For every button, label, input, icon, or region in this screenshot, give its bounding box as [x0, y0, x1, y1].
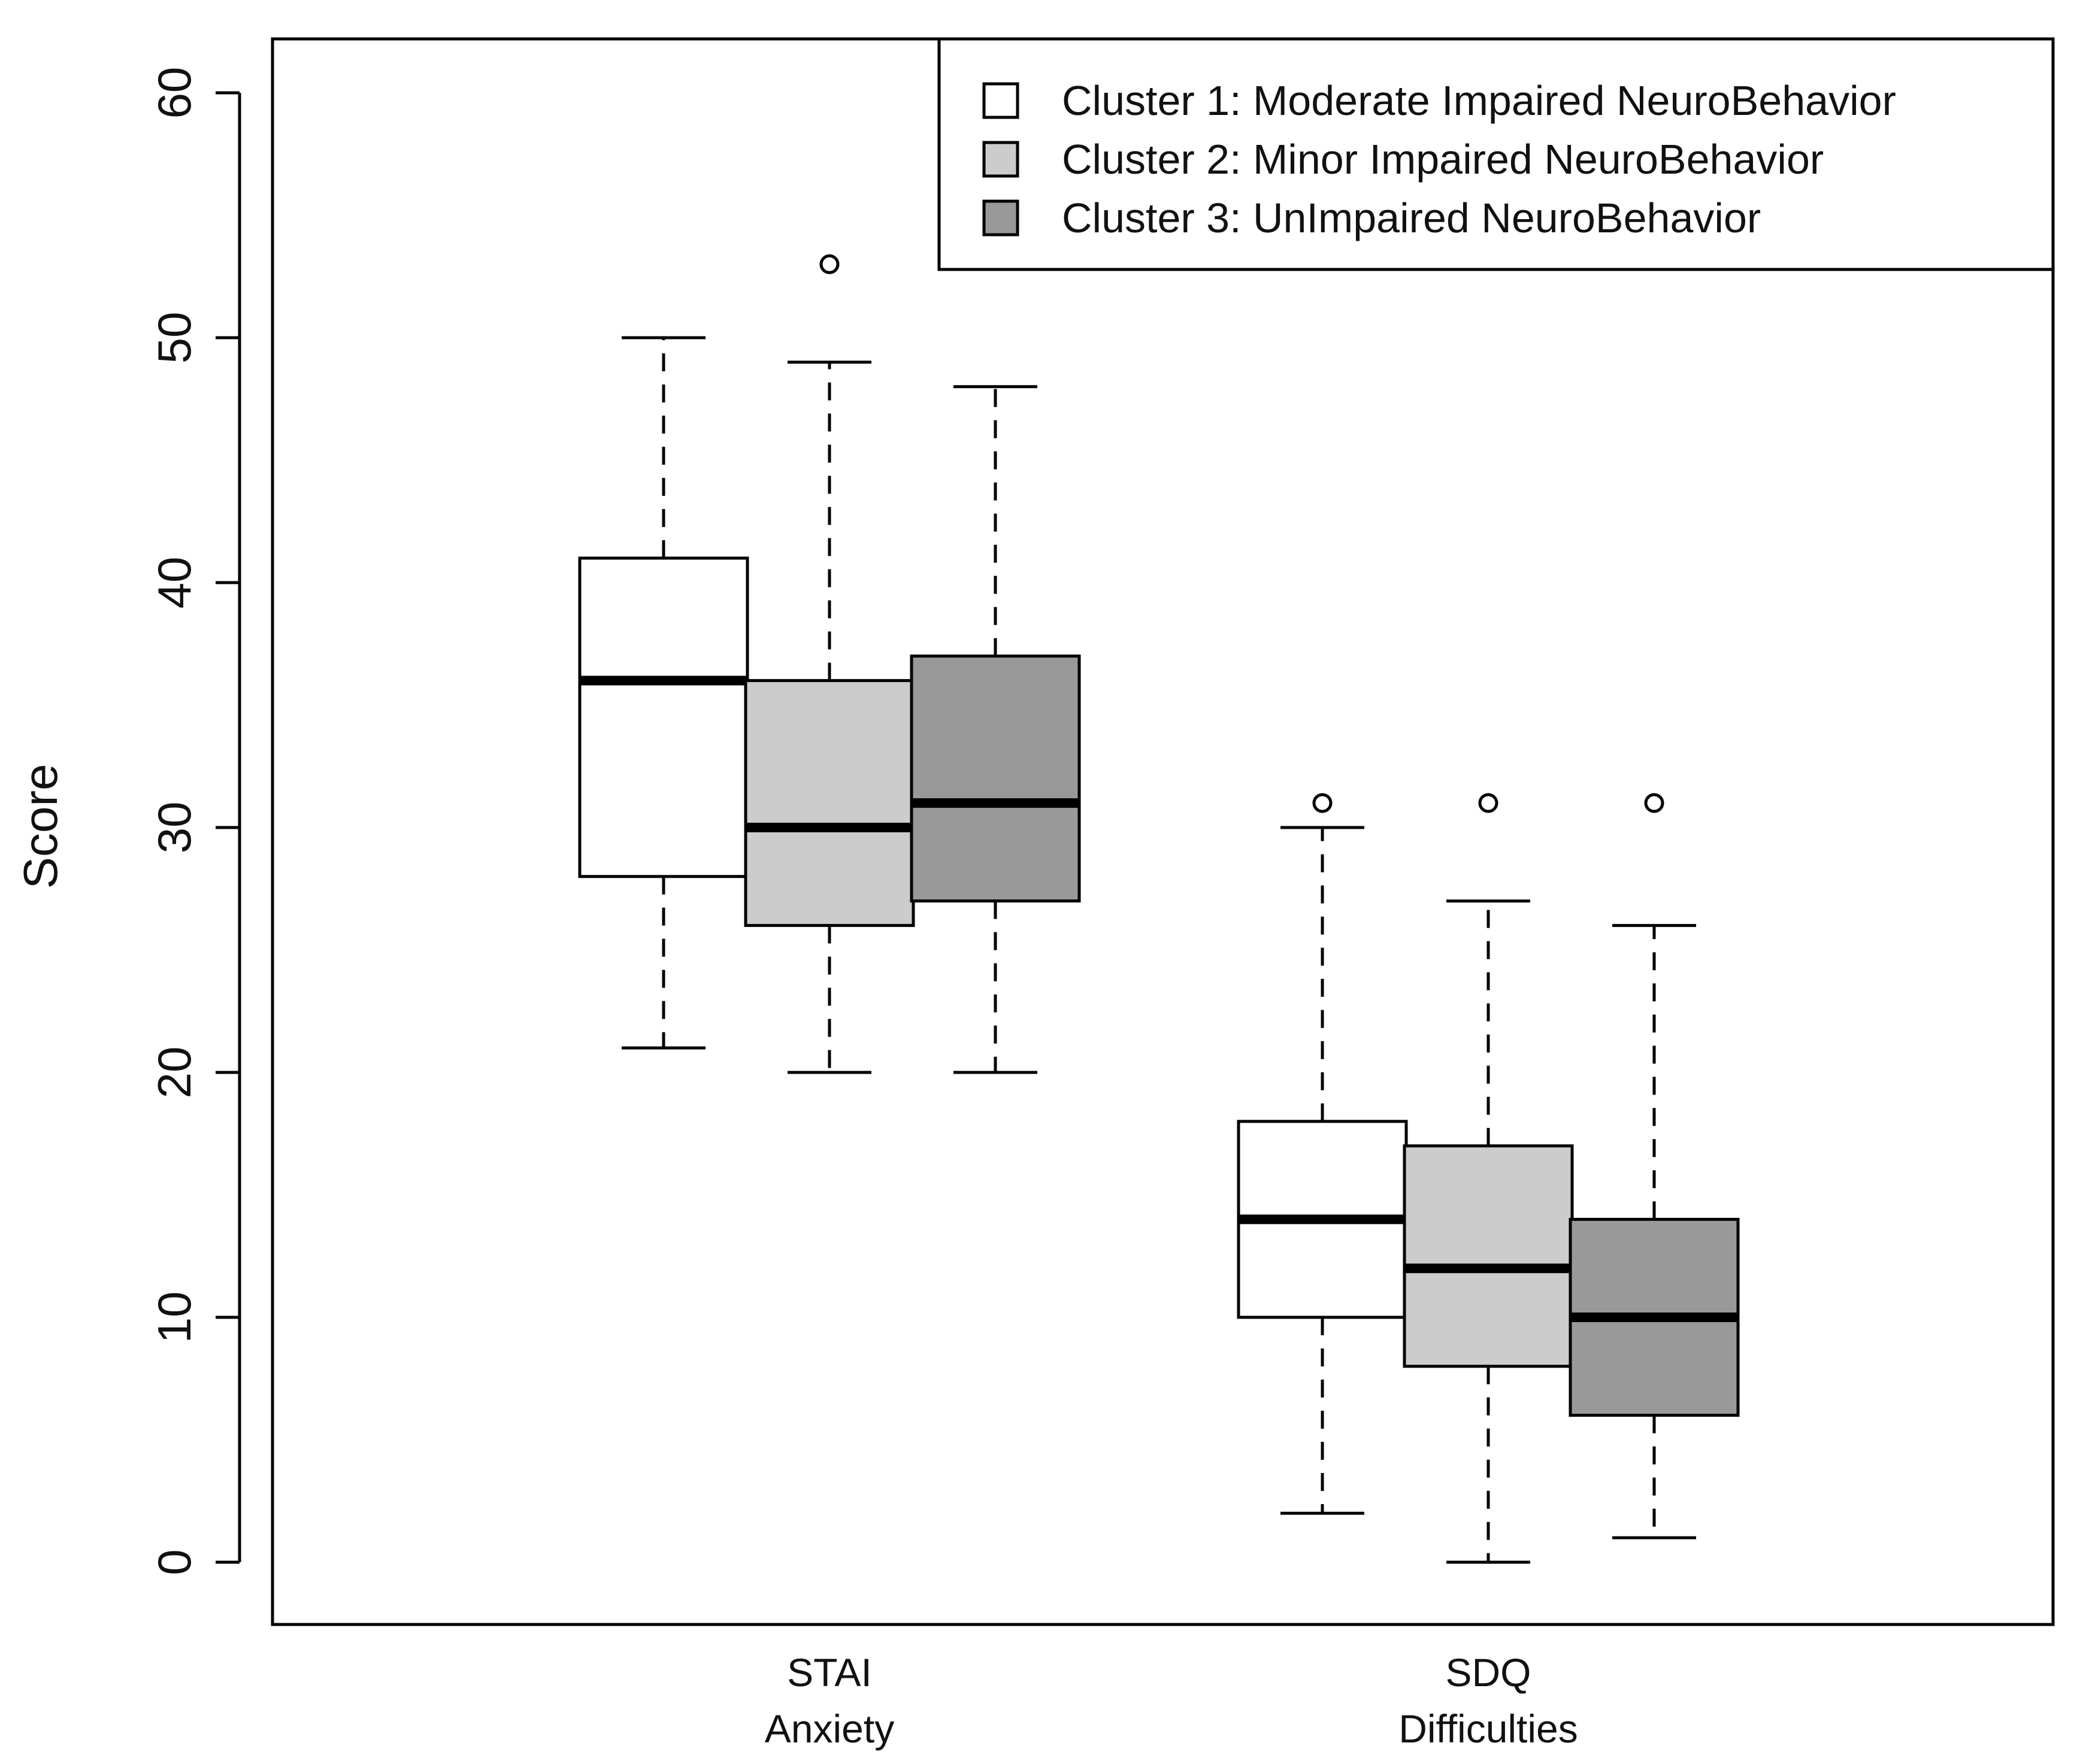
y-tick-label: 60 [148, 67, 201, 119]
legend-entry-label: Cluster 1: Moderate Impaired NeuroBehavi… [1062, 77, 1896, 124]
y-tick-label: 20 [148, 1047, 201, 1099]
box-2-cluster-3 [1569, 793, 1740, 1539]
outlier-point [1478, 793, 1498, 813]
x-group-label-line1: STAI [787, 1650, 872, 1695]
outlier-point [1644, 793, 1664, 813]
box-2-cluster-1 [1237, 793, 1408, 1515]
legend-swatch [982, 141, 1019, 178]
legend-entry-label: Cluster 3: UnImpaired NeuroBehavior [1062, 195, 1761, 241]
legend-frame [937, 37, 2055, 271]
y-tick-label: 50 [148, 312, 201, 364]
legend: Cluster 1: Moderate Impaired NeuroBehavi… [937, 37, 2055, 271]
box-1-cluster-1 [578, 336, 749, 1050]
box-2-cluster-2 [1403, 793, 1574, 1564]
iqr-box [910, 654, 1081, 903]
plot-marks [578, 254, 1740, 1564]
y-axis-label: Score [14, 764, 67, 889]
x-group-label-line1: SDQ [1445, 1650, 1531, 1695]
box-1-cluster-3 [910, 385, 1081, 1074]
y-axis: 0 10 20 30 40 50 60 [148, 67, 241, 1575]
y-tick-label: 40 [148, 557, 201, 609]
legend-swatch [982, 199, 1019, 237]
iqr-box [744, 679, 915, 928]
outlier-point [819, 254, 840, 274]
x-axis: STAI Anxiety SDQ Difficulties [765, 1650, 1578, 1751]
iqr-box [578, 556, 749, 878]
outlier-point [1312, 793, 1333, 813]
legend-entry-label: Cluster 2: Minor Impaired NeuroBehavior [1062, 136, 1824, 183]
iqr-box [1403, 1144, 1574, 1368]
legend-swatch [982, 82, 1019, 119]
y-tick-label: 0 [148, 1549, 201, 1575]
x-group-label-line2: Difficulties [1398, 1707, 1578, 1751]
y-tick-label: 10 [148, 1292, 201, 1344]
y-tick-label: 30 [148, 802, 201, 854]
x-group-label-line2: Anxiety [765, 1707, 894, 1751]
